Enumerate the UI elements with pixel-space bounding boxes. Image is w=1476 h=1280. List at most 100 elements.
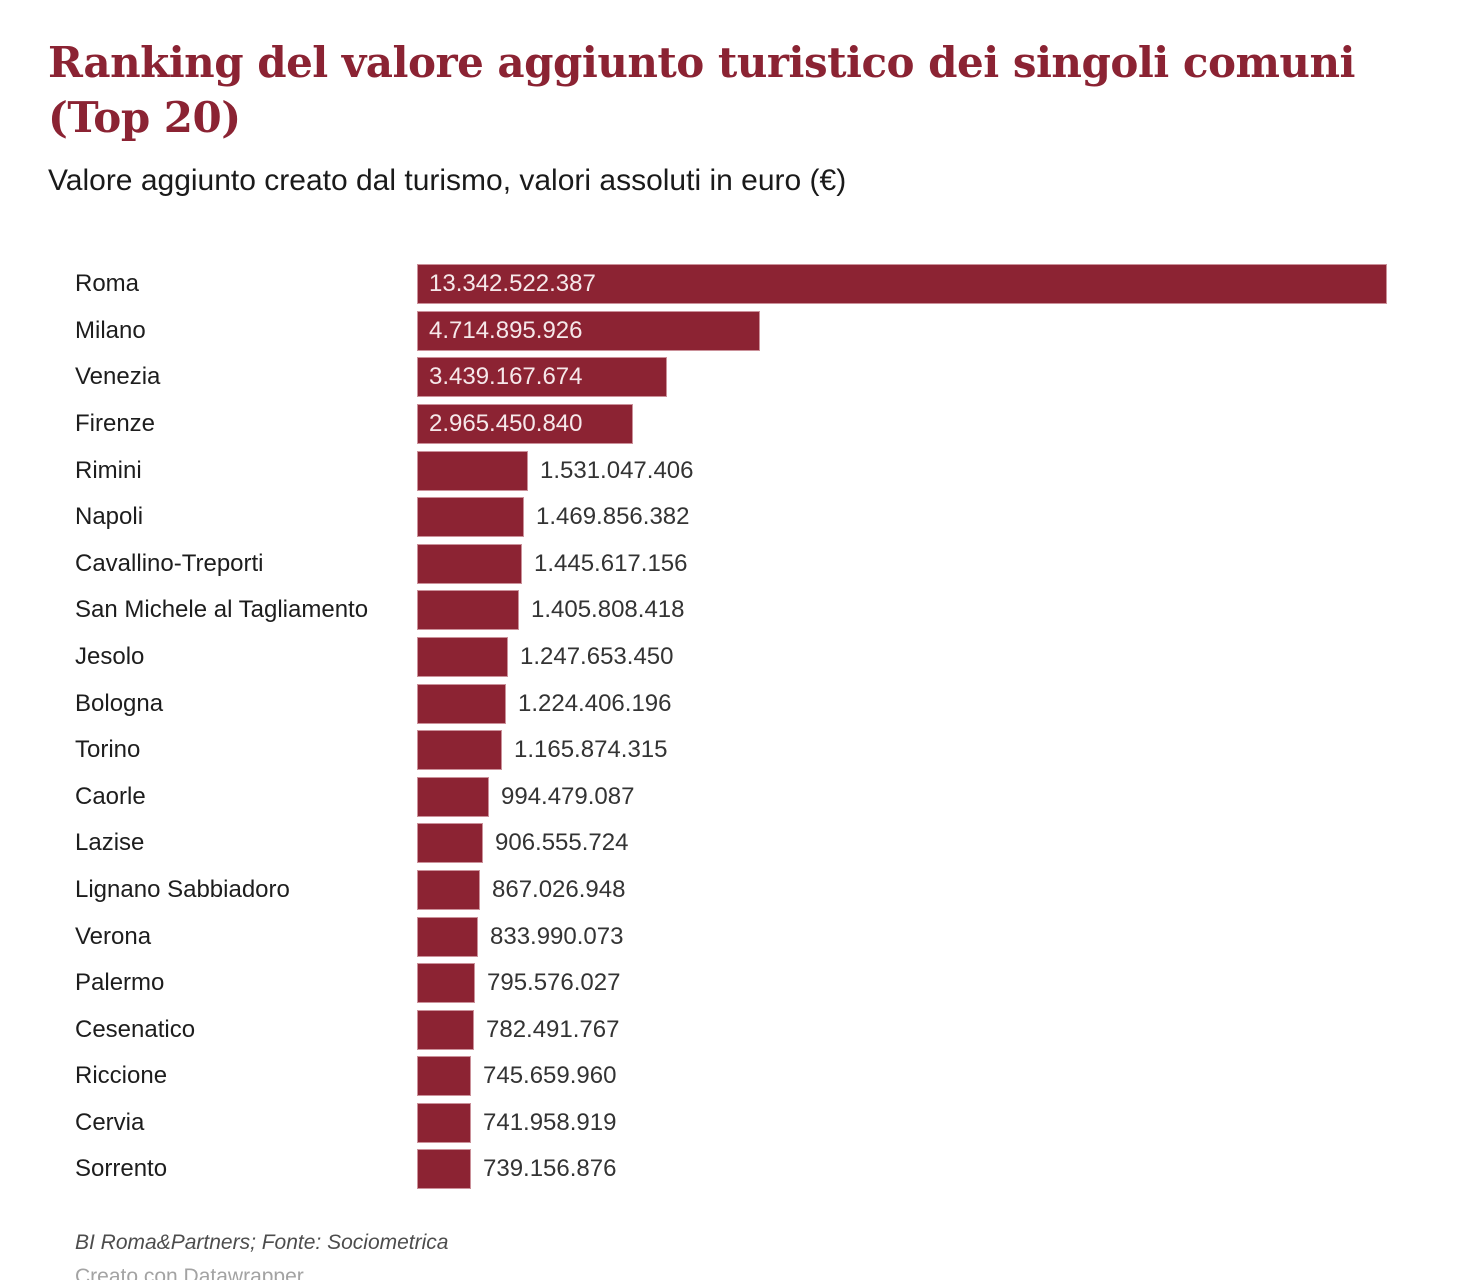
category-label: Torino <box>75 736 141 764</box>
bar-track: 795.576.027 <box>417 963 1436 1004</box>
bar <box>417 636 508 677</box>
bar-track: 994.479.087 <box>417 776 1436 817</box>
bar <box>417 869 480 910</box>
chart-row: Napoli 1.469.856.382 <box>75 497 1436 538</box>
source-byline: BI Roma&Partners; Fonte: Sociometrica <box>75 1231 449 1255</box>
bar-track: 1.165.874.315 <box>417 730 1436 771</box>
value-label: 3.439.167.674 <box>429 363 583 391</box>
bar <box>417 730 502 771</box>
category-label: Cavallino-Treporti <box>75 549 264 577</box>
value-label: 1.224.406.196 <box>518 689 672 717</box>
bar: 2.965.450.840 <box>417 403 633 444</box>
category-label: Rimini <box>75 456 142 484</box>
chart-row: Jesolo 1.247.653.450 <box>75 636 1436 677</box>
chart-row: Rimini 1.531.047.406 <box>75 450 1436 491</box>
bar <box>417 916 478 957</box>
bar-track: 1.531.047.406 <box>417 450 1436 491</box>
bar-chart: Roma 13.342.522.387 Milano 4.714.895.926 Ven… <box>75 264 1436 1190</box>
chart-row: Palermo 795.576.027 <box>75 963 1436 1004</box>
bar <box>417 1056 471 1097</box>
category-label: Jesolo <box>75 642 145 670</box>
value-label: 745.659.960 <box>483 1062 617 1090</box>
bar <box>417 1149 471 1190</box>
value-label: 741.958.919 <box>483 1108 617 1136</box>
bar-track: 4.714.895.926 <box>417 310 1436 351</box>
bar <box>417 823 483 864</box>
chart-row: Lazise 906.555.724 <box>75 823 1436 864</box>
chart-row: Torino 1.165.874.315 <box>75 730 1436 771</box>
chart-row: Cesenatico 782.491.767 <box>75 1009 1436 1050</box>
category-label: Lazise <box>75 829 145 857</box>
category-label: Palermo <box>75 969 165 997</box>
category-label: Cesenatico <box>75 1015 196 1043</box>
value-label: 1.165.874.315 <box>514 736 668 764</box>
bar-track: 745.659.960 <box>417 1056 1436 1097</box>
bar-track: 739.156.876 <box>417 1149 1436 1190</box>
value-label: 795.576.027 <box>487 969 621 997</box>
bar-track: 833.990.073 <box>417 916 1436 957</box>
bar <box>417 590 519 631</box>
chart-row: Milano 4.714.895.926 <box>75 310 1436 351</box>
bar-track: 741.958.919 <box>417 1102 1436 1143</box>
chart-row: San Michele al Tagliamento 1.405.808.418 <box>75 590 1436 631</box>
value-label: 1.445.617.156 <box>534 549 688 577</box>
chart-footer: BI Roma&Partners; Fonte: Sociometrica Cr… <box>75 1231 1436 1280</box>
value-label: 782.491.767 <box>486 1015 620 1043</box>
value-label: 739.156.876 <box>483 1155 617 1183</box>
chart-row: Firenze 2.965.450.840 <box>75 403 1436 444</box>
category-label: Verona <box>75 922 152 950</box>
chart-row: Verona 833.990.073 <box>75 916 1436 957</box>
value-label: 994.479.087 <box>501 782 635 810</box>
chart-title: Ranking del valore aggiunto turistico de… <box>48 38 1355 142</box>
category-label: Bologna <box>75 689 164 717</box>
bar-track: 2.965.450.840 <box>417 403 1436 444</box>
value-label: 833.990.073 <box>490 922 624 950</box>
bar <box>417 450 528 491</box>
bar-track: 906.555.724 <box>417 823 1436 864</box>
bar <box>417 497 524 538</box>
category-label: Firenze <box>75 409 156 437</box>
bar-track: 1.224.406.196 <box>417 683 1436 724</box>
category-label: Roma <box>75 270 140 298</box>
bar-track: 13.342.522.387 <box>417 264 1436 305</box>
bar-track: 1.405.808.418 <box>417 590 1436 631</box>
chart-row: Roma 13.342.522.387 <box>75 264 1436 305</box>
bar-track: 1.469.856.382 <box>417 497 1436 538</box>
bar-track: 867.026.948 <box>417 869 1436 910</box>
value-label: 4.714.895.926 <box>429 316 583 344</box>
bar-track: 1.445.617.156 <box>417 543 1436 584</box>
bar: 3.439.167.674 <box>417 357 667 398</box>
bar <box>417 963 475 1004</box>
chart-row: Cavallino-Treporti 1.445.617.156 <box>75 543 1436 584</box>
chart-row: Riccione 745.659.960 <box>75 1056 1436 1097</box>
bar <box>417 543 522 584</box>
value-label: 1.247.653.450 <box>520 642 674 670</box>
category-label: Napoli <box>75 503 144 531</box>
bar-track: 782.491.767 <box>417 1009 1436 1050</box>
value-label: 1.469.856.382 <box>536 503 690 531</box>
category-label: Milano <box>75 316 146 344</box>
bar-track: 3.439.167.674 <box>417 357 1436 398</box>
category-label: Cervia <box>75 1108 145 1136</box>
chart-subtitle: Valore aggiunto creato dal turismo, valo… <box>48 164 847 198</box>
category-label: Sorrento <box>75 1155 168 1183</box>
bar: 4.714.895.926 <box>417 310 760 351</box>
chart-row: Caorle 994.479.087 <box>75 776 1436 817</box>
chart-row: Sorrento 739.156.876 <box>75 1149 1436 1190</box>
bar <box>417 683 506 724</box>
value-label: 867.026.948 <box>492 875 626 903</box>
category-label: Riccione <box>75 1062 168 1090</box>
value-label: 1.531.047.406 <box>540 456 694 484</box>
category-label: Lignano Sabbiadoro <box>75 875 290 903</box>
chart-row: Cervia 741.958.919 <box>75 1102 1436 1143</box>
bar <box>417 1009 474 1050</box>
bar: 13.342.522.387 <box>417 264 1387 305</box>
chart-row: Lignano Sabbiadoro 867.026.948 <box>75 869 1436 910</box>
datawrapper-credit[interactable]: Creato con Datawrapper <box>75 1265 304 1280</box>
chart-row: Venezia 3.439.167.674 <box>75 357 1436 398</box>
category-label: Venezia <box>75 363 161 391</box>
bar <box>417 776 489 817</box>
chart-row: Bologna 1.224.406.196 <box>75 683 1436 724</box>
category-label: San Michele al Tagliamento <box>75 596 369 624</box>
